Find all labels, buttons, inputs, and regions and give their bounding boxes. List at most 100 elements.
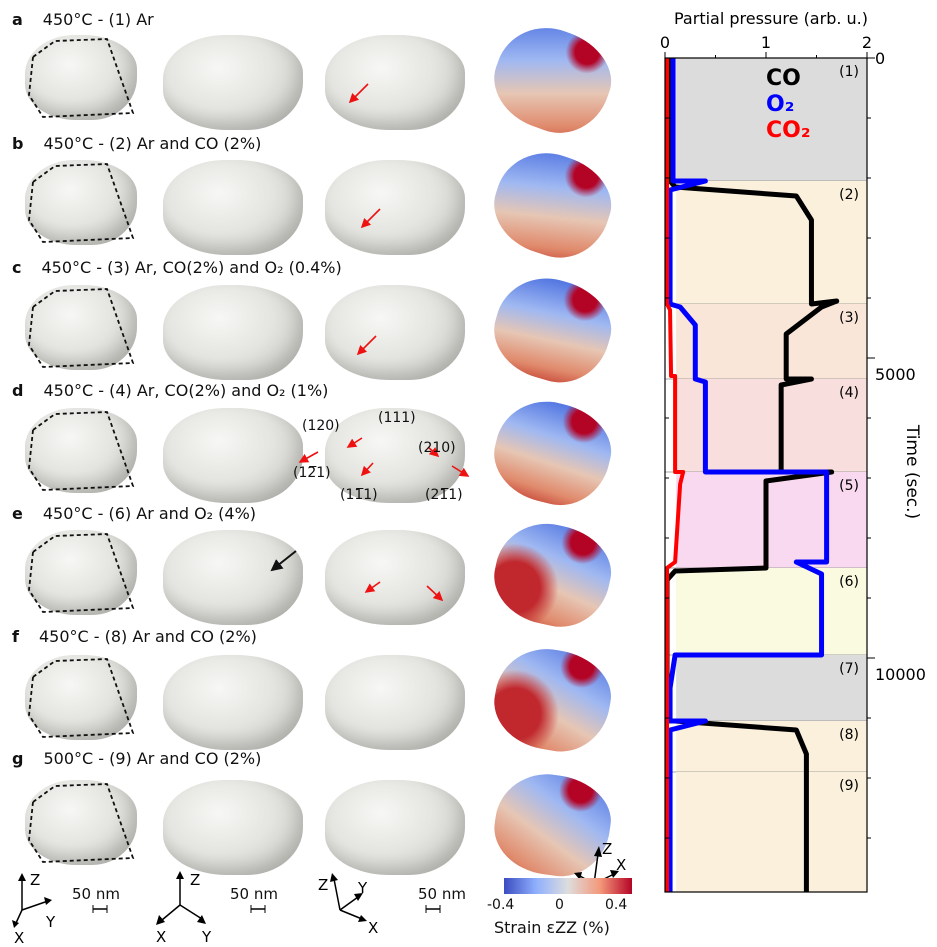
facet-outline-4: [28, 411, 135, 491]
facet-outline-3: [28, 288, 135, 368]
scale-bar-label-1: 50 nm: [72, 885, 120, 903]
axis-z-label-3: Z: [318, 876, 328, 894]
grain-render-4-2: [163, 408, 303, 503]
grain-render-7-1: [25, 780, 137, 865]
stage-label: (5): [839, 478, 859, 494]
panel-title-a: a 450°C - (1) Ar: [12, 10, 154, 29]
axis-y-label: Y: [45, 913, 56, 931]
stage-label: (3): [839, 310, 859, 326]
grain-render-5-1: [25, 530, 137, 615]
red-arrow-icon: [356, 335, 377, 356]
legend-entry-2: O₂: [766, 92, 794, 117]
scale-bar-label-2: 50 nm: [230, 885, 278, 903]
grain-render-7-3: [325, 780, 465, 875]
scale-bar-3: [425, 905, 441, 913]
colorbar-mid: 0: [555, 897, 564, 913]
grain-render-5-3: [325, 530, 465, 625]
red-arrow-icon: [360, 462, 374, 477]
grain-render-2-1: [25, 160, 137, 245]
grain-render-7-2: [163, 780, 303, 875]
red-arrow-icon: [364, 581, 381, 593]
axis-z-label-2: Z: [190, 871, 200, 889]
axes-triad-1: Z Y X: [12, 871, 56, 945]
stage-band: [676, 379, 867, 472]
facet-outline-1: [28, 38, 135, 118]
grain-render-1-3: [325, 35, 465, 130]
series-line-co2: [665, 58, 686, 892]
grain-render-6-3: [325, 655, 465, 750]
gas-pressure-chart: (1) (2) (3) (4) (5) (6) (7) (8) (9) 0 1 2 Partial pr…: [660, 9, 926, 893]
grain-render-4-3: [325, 408, 465, 503]
stage-band: [676, 472, 867, 568]
red-arrow-icon: [298, 451, 319, 463]
panel-title-d: d 450°C - (4) Ar, CO(2%) and O₂ (1%): [12, 381, 329, 400]
stage-band: [676, 655, 867, 721]
stage-band: [676, 568, 867, 655]
colorbar-label: Strain εZZ (%): [494, 918, 610, 937]
axis-x-label-4: X: [616, 856, 626, 874]
facet-outline-2: [28, 163, 135, 243]
stage-label: (7): [839, 661, 859, 677]
grain-render-2-3: [325, 160, 465, 255]
x-axis-label: Partial pressure (arb. u.): [674, 9, 868, 28]
facet-outline-6: [28, 658, 135, 738]
y-tick-label: 10000: [875, 665, 926, 684]
stage-label: (6): [839, 574, 859, 590]
grain-render-4-1: [25, 408, 137, 493]
stage-band: [676, 58, 867, 181]
red-arrow-icon: [451, 465, 470, 477]
red-arrow-icon: [346, 437, 363, 448]
facet-label-12-1: (12̅1): [293, 465, 331, 481]
strain-colorbar: [504, 878, 632, 894]
axes-triad-2: Z X Y: [156, 871, 212, 945]
facet-outline-7: [28, 783, 135, 863]
facet-outline-5: [28, 533, 135, 613]
panel-title-e: e 450°C - (6) Ar and O₂ (4%): [12, 504, 257, 523]
axis-z-label: Z: [30, 871, 40, 889]
x-tick-label: 0: [660, 33, 670, 52]
scale-bar-label-3: 50 nm: [418, 885, 466, 903]
panel-title-f: f 450°C - (8) Ar and CO (2%): [12, 627, 257, 646]
x-tick-label: 1: [761, 33, 771, 52]
facet-label-21-1: (21̅1): [425, 487, 463, 503]
facet-label-120: (120): [302, 418, 340, 434]
red-arrow-icon: [426, 585, 444, 602]
panel-title-c: c 450°C - (3) Ar, CO(2%) and O₂ (0.4%): [12, 258, 342, 277]
facet-label-111: (111): [378, 410, 416, 426]
grain-render-3-1: [25, 285, 137, 370]
colorbar-max: 0.4: [605, 897, 628, 913]
axis-x-label: X: [14, 929, 24, 945]
stage-band: [676, 304, 867, 379]
grain-render-1-1: [25, 35, 137, 120]
panel-title-g: g 500°C - (9) Ar and CO (2%): [12, 749, 262, 768]
red-arrow-icon: [348, 83, 369, 104]
grain-render-6-1: [25, 655, 137, 740]
panel-title-b: b 450°C - (2) Ar and CO (2%): [12, 134, 262, 153]
stage-label: (8): [839, 727, 859, 743]
scale-bar-1: [92, 905, 108, 913]
x-tick-label: 2: [862, 33, 872, 52]
series-line-o2: [667, 58, 830, 892]
grain-render-1-2: [163, 35, 303, 130]
y-tick-label: 0: [875, 49, 885, 68]
facet-label-11-1: (11̅1): [340, 487, 378, 503]
axis-x-label-3: X: [368, 919, 378, 937]
facet-label-210: (210): [418, 440, 456, 456]
stage-label: (9): [839, 778, 859, 794]
axis-y-label-2: Y: [201, 928, 212, 945]
grain-render-3-2: [163, 285, 303, 380]
scale-bar-2: [250, 905, 266, 913]
legend-entry-3: CO₂: [766, 118, 810, 143]
y-axis-label: Time (sec.): [902, 424, 922, 519]
colorbar-min: -0.4: [487, 897, 515, 913]
grain-render-3-3: [325, 285, 465, 380]
stage-label: (2): [839, 187, 859, 203]
grain-render-6-2: [163, 655, 303, 750]
grain-render-2-2: [163, 160, 303, 255]
axis-z-label-4: Z: [602, 840, 612, 858]
stage-band: [676, 181, 867, 304]
red-arrow-icon: [427, 446, 440, 458]
red-arrow-icon: [360, 208, 381, 229]
axis-y-label-3: Y: [357, 879, 368, 897]
